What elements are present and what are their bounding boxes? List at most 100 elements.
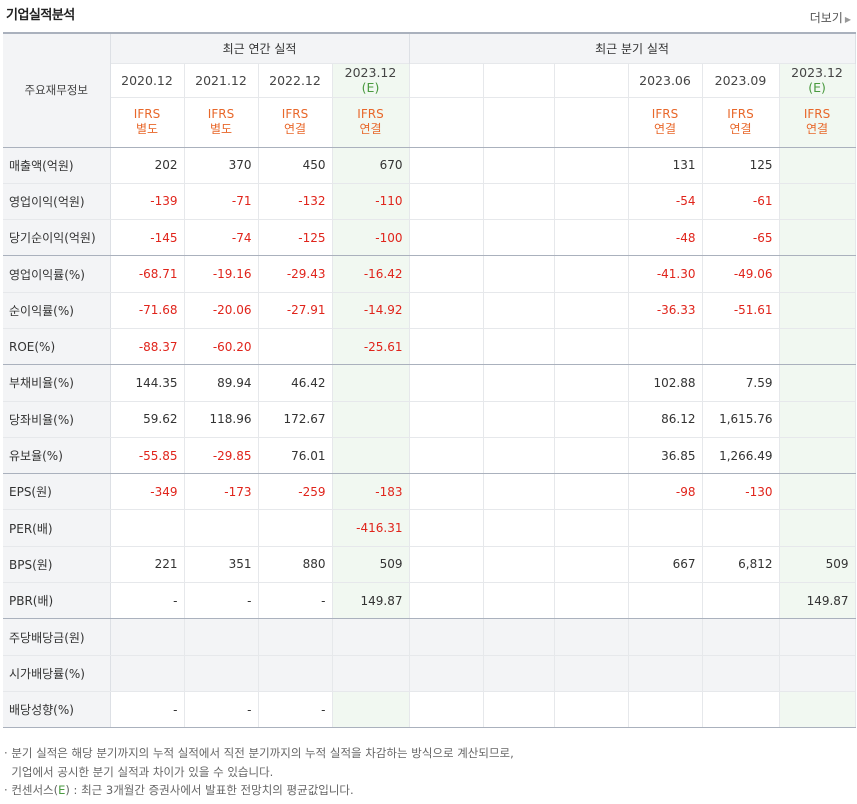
row-label: 매출액(억원) — [3, 147, 111, 184]
table-cell: -68.71 — [110, 255, 185, 293]
ifrs-basis-header — [483, 96, 555, 148]
row-label: PBR(배) — [3, 582, 111, 620]
table-cell — [184, 618, 259, 656]
footnote-3-mark: E — [58, 783, 66, 797]
basis-label: 연결 — [729, 122, 752, 136]
more-link-label[interactable]: 더보기 — [809, 11, 843, 25]
table-cell — [554, 582, 629, 620]
header-row-groups: 주요재무정보 최근 연간 실적 최근 분기 실적 — [3, 33, 856, 148]
table-cell: 59.62 — [110, 401, 185, 438]
row-label: EPS(원) — [3, 473, 111, 511]
period-header — [409, 62, 484, 97]
period-label: 2023.09 — [714, 72, 767, 88]
table-row: 유보율(%) -55.85 -29.85 76.01 36.85 1,266.49 — [3, 437, 856, 475]
table-row: EPS(원) -349 -173 -259 -183 -98 -130 — [3, 473, 856, 511]
row-label: ROE(%) — [3, 328, 111, 366]
table-cell — [409, 437, 484, 475]
period-header: 2023.06 — [628, 62, 703, 97]
footnote-2: 기업에서 공시한 분기 실적과 차이가 있을 수 있습니다. — [4, 763, 514, 782]
table-cell — [554, 618, 629, 656]
table-cell: 509 — [332, 546, 410, 584]
table-cell: -132 — [258, 183, 333, 221]
table-cell: 7.59 — [702, 364, 780, 402]
table-cell: -54 — [628, 183, 703, 221]
table-cell: 221 — [110, 546, 185, 584]
table-row: 매출액(억원) 202 370 450 670 131 125 — [3, 147, 856, 184]
ifrs-basis-header: IFRS 연결 — [779, 96, 856, 148]
table-cell — [483, 618, 555, 656]
table-cell — [554, 364, 629, 402]
table-cell — [779, 147, 856, 184]
table-cell: 670 — [332, 147, 410, 184]
ifrs-basis-header: IFRS 별도 — [110, 96, 185, 148]
table-cell — [554, 183, 629, 221]
estimate-mark: (E) — [808, 80, 826, 95]
table-cell — [409, 655, 484, 692]
table-cell: 172.67 — [258, 401, 333, 438]
table-cell — [332, 618, 410, 656]
table-cell: -14.92 — [332, 292, 410, 329]
table-cell — [110, 509, 185, 547]
table-cell — [554, 655, 629, 692]
row-label: 시가배당률(%) — [3, 655, 111, 692]
financial-table: 주요재무정보 최근 연간 실적 최근 분기 실적 2020.12 2021.12 2… — [3, 32, 856, 729]
basis-label: 연결 — [283, 122, 307, 136]
table-cell — [779, 437, 856, 475]
table-cell — [779, 401, 856, 438]
annual-group-header: 최근 연간 실적 — [110, 33, 410, 63]
table-cell: 149.87 — [779, 582, 856, 620]
table-cell — [628, 618, 703, 656]
table-cell — [554, 401, 629, 438]
basis-label: 별도 — [209, 122, 233, 136]
table-cell — [184, 509, 259, 547]
footnotes: · 분기 실적은 해당 분기까지의 누적 실적에서 직전 분기까지의 누적 실적… — [4, 744, 514, 800]
table-cell — [409, 364, 484, 402]
table-cell — [628, 691, 703, 729]
table-cell: -145 — [110, 219, 185, 257]
table-cell — [702, 582, 780, 620]
table-cell — [332, 401, 410, 438]
table-cell: -74 — [184, 219, 259, 257]
table-cell — [258, 328, 333, 366]
table-cell: 36.85 — [628, 437, 703, 475]
table-cell: -173 — [184, 473, 259, 511]
table-cell: -100 — [332, 219, 410, 257]
footnote-3: · 컨센서스(E) : 최근 3개월간 증권사에서 발표한 전망치의 평균값입니… — [4, 783, 354, 797]
table-cell — [332, 655, 410, 692]
table-cell — [554, 509, 629, 547]
more-link[interactable]: 더보기 ▶ — [810, 9, 851, 26]
table-cell — [779, 655, 856, 692]
table-cell: -125 — [258, 219, 333, 257]
ifrs-label: IFRS — [133, 107, 161, 121]
table-cell: 144.35 — [110, 364, 185, 402]
table-cell: -98 — [628, 473, 703, 511]
table-row: 주당배당금(원) — [3, 618, 856, 656]
table-cell: -88.37 — [110, 328, 185, 366]
table-cell: - — [110, 582, 185, 620]
row-label: 순이익률(%) — [3, 292, 111, 329]
table-cell — [483, 292, 555, 329]
table-cell: -71 — [184, 183, 259, 221]
table-cell — [409, 183, 484, 221]
table-row: 부채비율(%) 144.35 89.94 46.42 102.88 7.59 — [3, 364, 856, 402]
table-cell — [258, 655, 333, 692]
table-cell — [628, 328, 703, 366]
table-cell: -130 — [702, 473, 780, 511]
table-row: PBR(배) - - -149.87 149.87 — [3, 582, 856, 620]
basis-label: 연결 — [805, 122, 829, 136]
table-cell — [628, 582, 703, 620]
row-label: 배당성향(%) — [3, 691, 111, 729]
row-label: 영업이익(억원) — [3, 183, 111, 221]
table-cell: -259 — [258, 473, 333, 511]
table-cell: -41.30 — [628, 255, 703, 293]
table-cell — [409, 219, 484, 257]
section-title: 기업실적분석 — [6, 8, 75, 23]
table-cell — [483, 401, 555, 438]
period-header: 2023.12 (E) — [779, 62, 856, 97]
header-row-periods: 2020.12 2021.12 2022.12 2023.12 (E) 2023.06 20… — [3, 62, 856, 97]
table-cell — [702, 655, 780, 692]
ifrs-label: IFRS — [357, 107, 384, 121]
table-cell — [483, 183, 555, 221]
row-label: 영업이익률(%) — [3, 255, 111, 293]
ifrs-basis-header: IFRS 연결 — [258, 96, 333, 148]
